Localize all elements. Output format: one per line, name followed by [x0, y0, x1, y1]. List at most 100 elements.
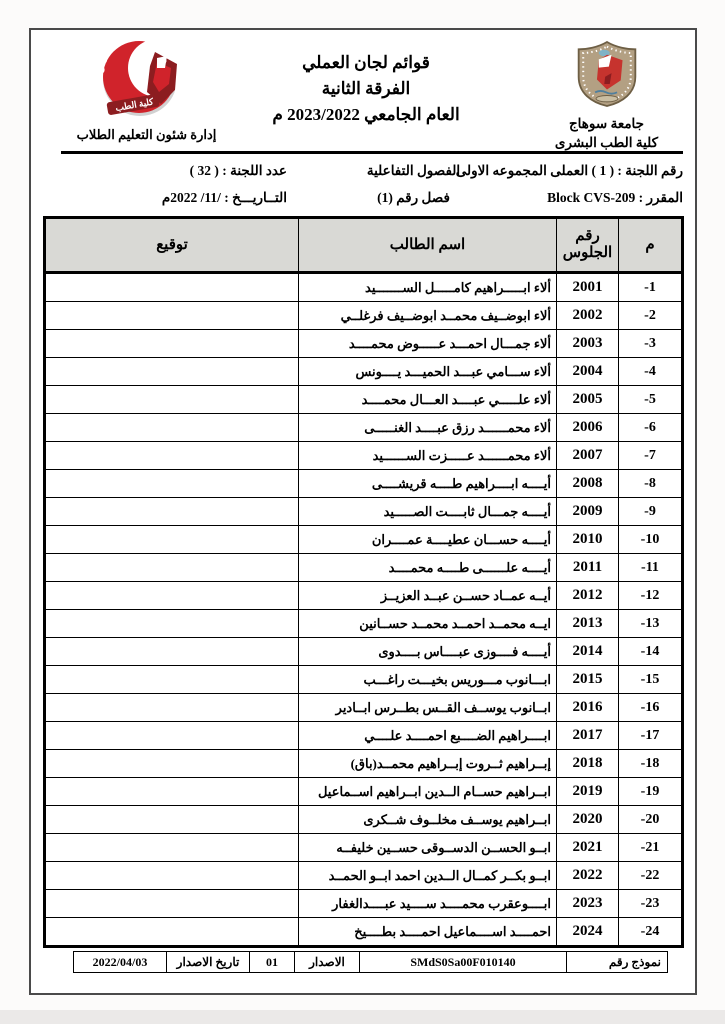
seat-number: 2017	[556, 721, 619, 750]
student-name: ابــراهيم حســام الــدين ابــراهيم اســم…	[298, 777, 557, 806]
document-frame: جامعة سوهاج كلية الطب إدارة شئون التعليم…	[29, 28, 697, 995]
table-row: -2 2002 ألاء ابوضــيف محمــد ابوضــيف فر…	[44, 301, 683, 330]
seat-number: 2024	[556, 917, 619, 947]
seat-number: 2007	[556, 441, 619, 470]
row-index: -18	[618, 749, 683, 778]
signature-cell	[44, 525, 299, 554]
seat-number: 2013	[556, 609, 619, 638]
row-index: -21	[618, 833, 683, 862]
student-name: ألاء محمــــــد رزق عبــــد الغنـــــى	[298, 413, 557, 442]
row-index: -24	[618, 917, 683, 947]
signature-cell	[44, 889, 299, 918]
student-name: أيــــه فــــوزى عبــــاس بــــدوى	[298, 637, 557, 666]
seat-number: 2018	[556, 749, 619, 778]
student-name: ابــو بكــر كمــال الــدين احمد ابــو ال…	[298, 861, 557, 890]
title-line-1: قوائم لجان العملي	[302, 53, 430, 72]
table-row: -4 2004 ألاء ســـامي عبـــد الحميـــد يـ…	[44, 357, 683, 386]
row-index: -12	[618, 581, 683, 610]
header-signature: توقيع	[44, 217, 299, 274]
student-name: ألاء علـــــي عبــــد العـــال محمــــد	[298, 385, 557, 414]
student-name: أيــــه علــــــى طــــه محمــــد	[298, 553, 557, 582]
student-name: إبــراهيم ثــروت إبــراهيم محمــد(باق)	[298, 749, 557, 778]
signature-cell	[44, 609, 299, 638]
seat-number: 2009	[556, 497, 619, 526]
university-shield-logo-icon	[577, 40, 636, 107]
signature-cell	[44, 272, 299, 302]
seat-number: 2023	[556, 889, 619, 918]
table-row: -12 2012 أيــه عمــاد حســن عبــد العزيـ…	[44, 581, 683, 610]
issue-label: الاصدار	[294, 951, 360, 973]
seat-number: 2003	[556, 329, 619, 358]
row-index: -8	[618, 469, 683, 498]
student-name: ألاء محمــــــد عـــــزت الســــــيد	[298, 441, 557, 470]
red-crescent-faculty-logo-icon: جامعة سوهاج كلية الطب	[93, 30, 186, 116]
student-name: ألاء جمـــال احمـــد عـــــوض محمــــد	[298, 329, 557, 358]
seat-number: 2012	[556, 581, 619, 610]
student-name: ايــه محمــد احمــد محمــد حســانين	[298, 609, 557, 638]
table-row: -3 2003 ألاء جمـــال احمـــد عـــــوض مح…	[44, 329, 683, 358]
row-index: -2	[618, 301, 683, 330]
seat-number: 2014	[556, 637, 619, 666]
student-name: ابــــراهيم الضــــبع احمــــد علــــي	[298, 721, 557, 750]
signature-cell	[44, 917, 299, 947]
table-row: -5 2005 ألاء علـــــي عبــــد العـــال م…	[44, 385, 683, 414]
seat-number: 2015	[556, 665, 619, 694]
row-index: -15	[618, 665, 683, 694]
header-student-name: اسم الطالب	[298, 217, 557, 274]
seat-number: 2008	[556, 469, 619, 498]
seat-number: 2001	[556, 272, 619, 302]
signature-cell	[44, 581, 299, 610]
table-row: -11 2011 أيــــه علــــــى طــــه محمـــ…	[44, 553, 683, 582]
table-row: -18 2018 إبــراهيم ثــروت إبــراهيم محمـ…	[44, 749, 683, 778]
seat-number: 2010	[556, 525, 619, 554]
seat-number: 2020	[556, 805, 619, 834]
header-seat-line1: رقم	[575, 228, 600, 244]
header-divider-rule	[61, 151, 683, 154]
row-index: -23	[618, 889, 683, 918]
signature-cell	[44, 721, 299, 750]
table-row: -7 2007 ألاء محمــــــد عـــــزت الســــ…	[44, 441, 683, 470]
signature-cell	[44, 693, 299, 722]
seat-number: 2011	[556, 553, 619, 582]
title-line-2: الفرقة الثانية	[321, 79, 411, 98]
issue-value: 01	[249, 951, 295, 973]
student-name: أيــــه ابــــراهيم طــــه قريشــــى	[298, 469, 557, 498]
seat-number: 2004	[556, 357, 619, 386]
issue-date-label: تاريخ الاصدار	[166, 951, 250, 973]
header-seat-number: رقم الجلوس	[556, 217, 619, 274]
table-row: -9 2009 أيــــه جمـــال ثابــــت الصــــ…	[44, 497, 683, 526]
issue-date-value: 2022/04/03	[73, 951, 167, 973]
table-row: -10 2010 أيــــه حســـان عطيــــة عمــــ…	[44, 525, 683, 554]
signature-cell	[44, 329, 299, 358]
table-row: -22 2022 ابــو بكــر كمــال الــدين احمد…	[44, 861, 683, 890]
signature-cell	[44, 637, 299, 666]
row-index: -1	[618, 272, 683, 302]
row-index: -11	[618, 553, 683, 582]
signature-cell	[44, 357, 299, 386]
signature-cell	[44, 385, 299, 414]
scan-edge-band	[0, 1010, 725, 1024]
signature-cell	[44, 469, 299, 498]
course-line: المقرر : Block CVS-209	[547, 190, 683, 205]
signature-cell	[44, 441, 299, 470]
table-row: -14 2014 أيــــه فــــوزى عبــــاس بــــ…	[44, 637, 683, 666]
info-count-date-block: عدد اللجنة : ( 32 ) التــاريـــخ : /11/ …	[71, 157, 287, 211]
student-name: أيــــه حســـان عطيــــة عمــــران	[298, 525, 557, 554]
signature-cell	[44, 777, 299, 806]
student-name: أيــــه جمـــال ثابــــت الصـــــيد	[298, 497, 557, 526]
row-index: -16	[618, 693, 683, 722]
row-index: -5	[618, 385, 683, 414]
department-caption: إدارة شئون التعليم الطلاب	[76, 127, 217, 142]
date-line: التــاريـــخ : /11/ 2022م	[161, 190, 287, 205]
seat-number: 2019	[556, 777, 619, 806]
seat-number: 2006	[556, 413, 619, 442]
row-index: -3	[618, 329, 683, 358]
table-row: -16 2016 ابــانوب يوســف القــس بطــرس ا…	[44, 693, 683, 722]
student-name: احمــــد اســــماعيل احمــــد بطــــيخ	[298, 917, 557, 947]
student-name: ألاء ابوضــيف محمــد ابوضــيف فرغلــي	[298, 301, 557, 330]
student-name: ألاء ســـامي عبـــد الحميـــد يــــونس	[298, 357, 557, 386]
signature-cell	[44, 413, 299, 442]
table-row: -21 2021 ابــو الحســن الدســوقى حســين …	[44, 833, 683, 862]
table-row: -6 2006 ألاء محمــــــد رزق عبــــد الغن…	[44, 413, 683, 442]
